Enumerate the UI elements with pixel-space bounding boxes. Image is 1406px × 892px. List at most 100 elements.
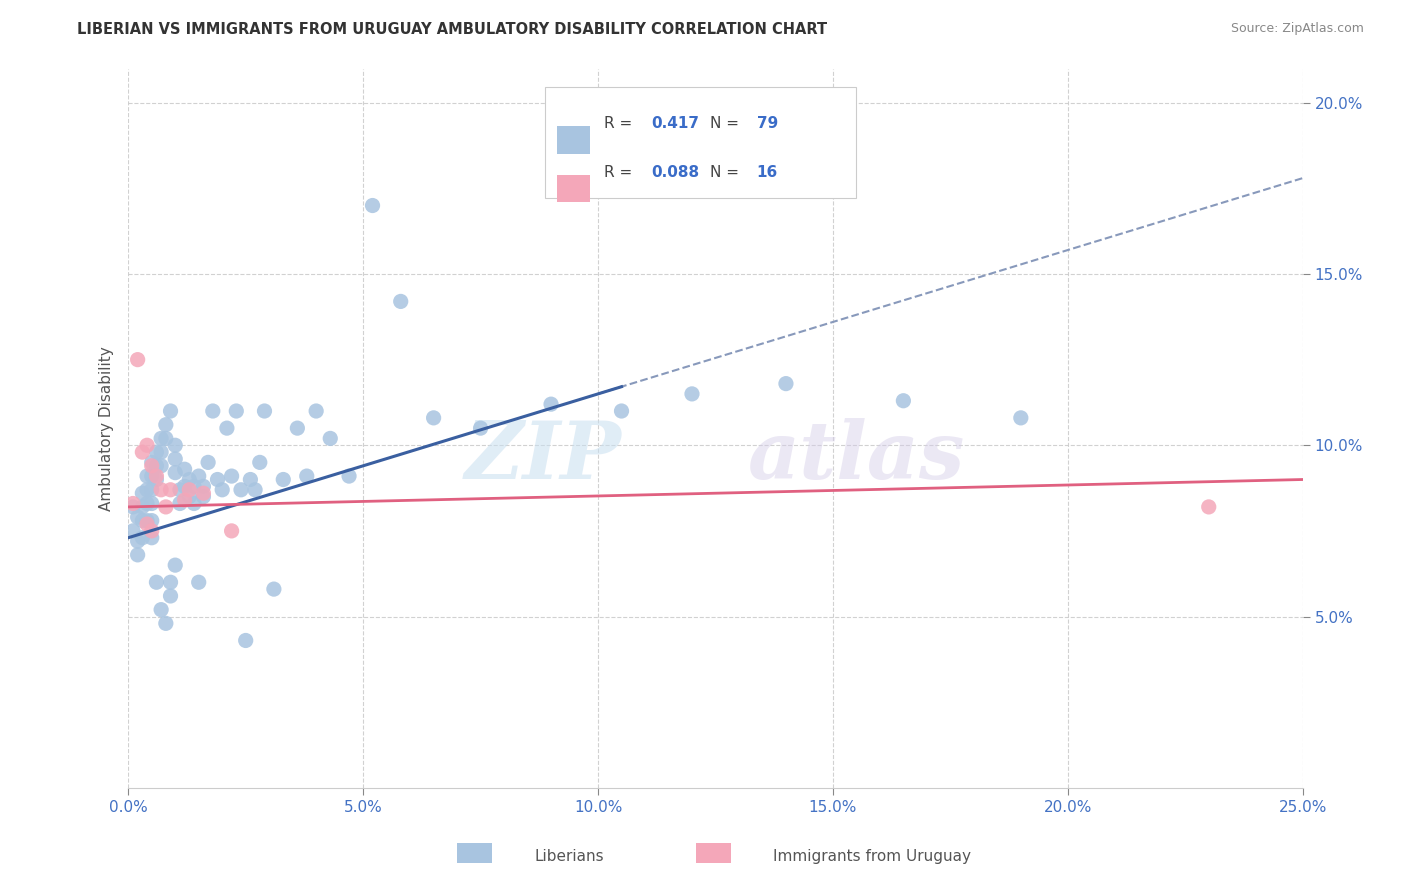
Point bbox=[470, 421, 492, 435]
FancyBboxPatch shape bbox=[546, 87, 856, 198]
Point bbox=[136, 438, 159, 452]
Point bbox=[159, 589, 181, 603]
Point bbox=[389, 294, 412, 309]
Point bbox=[150, 458, 173, 473]
Point bbox=[193, 486, 215, 500]
Point bbox=[221, 469, 243, 483]
Text: 0.417: 0.417 bbox=[651, 116, 699, 131]
Point bbox=[1010, 410, 1032, 425]
Point bbox=[155, 431, 177, 445]
Point bbox=[159, 404, 181, 418]
Text: R =: R = bbox=[605, 165, 633, 180]
Point bbox=[1198, 500, 1220, 514]
Point bbox=[145, 458, 167, 473]
Text: 79: 79 bbox=[756, 116, 778, 131]
Point bbox=[215, 421, 238, 435]
Point bbox=[337, 469, 360, 483]
Point bbox=[243, 483, 266, 497]
Point bbox=[173, 462, 195, 476]
Point bbox=[540, 397, 562, 411]
Point bbox=[225, 404, 247, 418]
Point bbox=[141, 483, 163, 497]
Point bbox=[150, 602, 173, 616]
Point bbox=[183, 479, 205, 493]
Point bbox=[775, 376, 797, 391]
Point bbox=[141, 469, 163, 483]
Point bbox=[131, 445, 153, 459]
Point bbox=[131, 514, 153, 528]
Point bbox=[122, 496, 145, 510]
Point bbox=[239, 473, 262, 487]
Point bbox=[136, 483, 159, 497]
Point bbox=[150, 431, 173, 445]
Point bbox=[127, 352, 149, 367]
Point bbox=[319, 431, 342, 445]
Text: LIBERIAN VS IMMIGRANTS FROM URUGUAY AMBULATORY DISABILITY CORRELATION CHART: LIBERIAN VS IMMIGRANTS FROM URUGUAY AMBU… bbox=[77, 22, 828, 37]
FancyBboxPatch shape bbox=[557, 175, 589, 202]
Point bbox=[295, 469, 318, 483]
Point bbox=[193, 479, 215, 493]
Point bbox=[131, 531, 153, 545]
Point bbox=[249, 455, 271, 469]
Point bbox=[155, 616, 177, 631]
Point bbox=[235, 633, 257, 648]
Text: Source: ZipAtlas.com: Source: ZipAtlas.com bbox=[1230, 22, 1364, 36]
Point bbox=[122, 500, 145, 514]
Text: R =: R = bbox=[605, 116, 633, 131]
Point bbox=[141, 514, 163, 528]
Text: 16: 16 bbox=[756, 165, 778, 180]
Point bbox=[127, 548, 149, 562]
Point bbox=[145, 445, 167, 459]
Point bbox=[681, 387, 703, 401]
Point bbox=[141, 531, 163, 545]
Point bbox=[179, 483, 201, 497]
Point bbox=[361, 198, 384, 212]
Point bbox=[131, 500, 153, 514]
Point bbox=[136, 469, 159, 483]
Text: Liberians: Liberians bbox=[534, 849, 605, 863]
Point bbox=[169, 496, 191, 510]
Point bbox=[197, 455, 219, 469]
Point bbox=[211, 483, 233, 497]
Point bbox=[179, 473, 201, 487]
Point bbox=[159, 483, 181, 497]
Point bbox=[183, 496, 205, 510]
Point bbox=[127, 534, 149, 549]
Point bbox=[155, 500, 177, 514]
Point bbox=[201, 404, 224, 418]
Text: N =: N = bbox=[710, 116, 738, 131]
Point bbox=[253, 404, 276, 418]
Point bbox=[136, 514, 159, 528]
Point bbox=[610, 404, 633, 418]
Point bbox=[263, 582, 285, 596]
Point bbox=[155, 417, 177, 432]
Point bbox=[207, 473, 229, 487]
Text: Immigrants from Uruguay: Immigrants from Uruguay bbox=[773, 849, 972, 863]
Point bbox=[271, 473, 294, 487]
Point bbox=[145, 473, 167, 487]
Point bbox=[165, 452, 187, 467]
Point bbox=[165, 466, 187, 480]
Point bbox=[136, 516, 159, 531]
Point bbox=[141, 458, 163, 473]
Point bbox=[165, 558, 187, 573]
Point bbox=[305, 404, 328, 418]
Point bbox=[145, 469, 167, 483]
FancyBboxPatch shape bbox=[557, 127, 589, 154]
Text: 0.088: 0.088 bbox=[651, 165, 699, 180]
Point bbox=[159, 575, 181, 590]
Y-axis label: Ambulatory Disability: Ambulatory Disability bbox=[100, 346, 114, 510]
Point bbox=[136, 496, 159, 510]
Point bbox=[187, 575, 209, 590]
Point bbox=[173, 493, 195, 508]
Point bbox=[150, 483, 173, 497]
Text: ZIP: ZIP bbox=[464, 418, 621, 496]
Text: N =: N = bbox=[710, 165, 738, 180]
Point bbox=[287, 421, 309, 435]
Point bbox=[229, 483, 252, 497]
Point bbox=[141, 524, 163, 538]
Point bbox=[165, 438, 187, 452]
Point bbox=[141, 455, 163, 469]
Point bbox=[173, 479, 195, 493]
Point bbox=[150, 445, 173, 459]
